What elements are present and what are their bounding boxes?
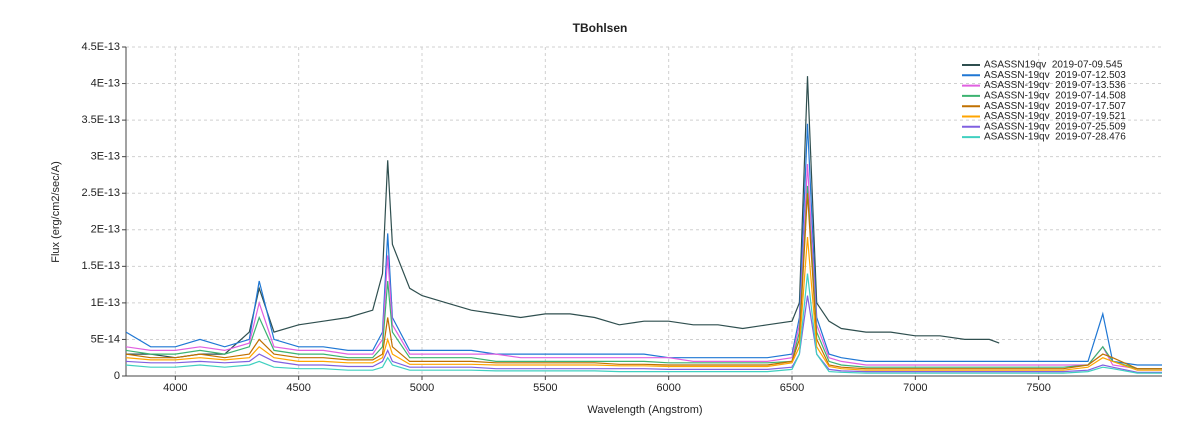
series-line (126, 123, 1162, 366)
x-tick-label: 5000 (410, 382, 434, 394)
series-line (126, 163, 1162, 370)
y-tick-label: 3.5E-13 (81, 114, 120, 126)
y-tick-label: 4.5E-13 (81, 41, 120, 53)
legend-label: ASASSN-19qv 2019-07-12.503 (984, 70, 1126, 81)
x-tick-label: 5500 (533, 382, 557, 394)
series-line (126, 76, 1000, 359)
x-tick-label: 7500 (1026, 382, 1050, 394)
y-tick-label: 1E-13 (91, 297, 120, 309)
legend-label: ASASSN-19qv 2019-07-19.521 (984, 111, 1126, 122)
series-line (126, 273, 1162, 374)
x-tick-label: 4500 (286, 382, 310, 394)
y-tick-label: 4E-13 (91, 77, 120, 89)
chart-title: TBohlsen (573, 21, 628, 35)
series-line (126, 185, 1162, 370)
y-tick-label: 2E-13 (91, 224, 120, 236)
legend-label: ASASSN-19qv 2019-07-25.509 (984, 121, 1126, 132)
x-axis-label: Wavelength (Angstrom) (587, 404, 702, 416)
y-axis-label: Flux (erg/cm2/sec/A) (50, 161, 62, 262)
y-tick-label: 1.5E-13 (81, 260, 120, 272)
series-line (126, 193, 1162, 370)
x-tick-label: 4000 (163, 382, 187, 394)
x-tick-label: 6500 (780, 382, 804, 394)
legend-label: ASASSN-19qv 2019-07-13.536 (984, 80, 1126, 91)
y-tick-label: 3E-13 (91, 151, 120, 163)
legend-label: ASASSN-19qv 2019-07-17.507 (984, 101, 1126, 112)
series-line (126, 237, 1162, 371)
y-tick-label: 2.5E-13 (81, 187, 120, 199)
x-tick-label: 7000 (903, 382, 927, 394)
legend-label: ASASSN19qv 2019-07-09.545 (984, 60, 1123, 71)
x-tick-label: 6000 (656, 382, 680, 394)
legend-label: ASASSN-19qv 2019-07-28.476 (984, 132, 1126, 143)
series-line (126, 295, 1162, 373)
y-tick-label: 0 (114, 370, 120, 382)
y-tick-label: 5E-14 (91, 333, 120, 345)
legend-label: ASASSN-19qv 2019-07-14.508 (984, 91, 1126, 102)
